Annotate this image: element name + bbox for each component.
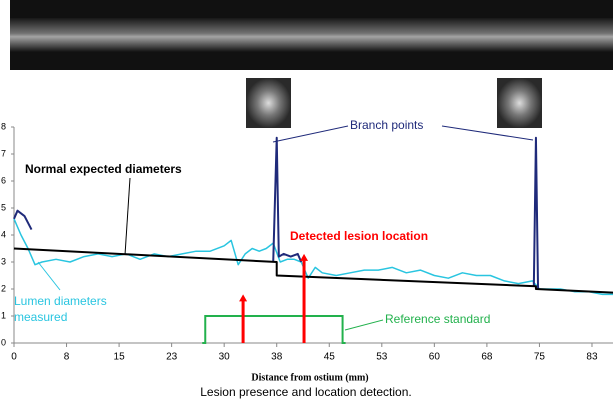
series-line [273,138,301,262]
x-tick-label: 8 [64,352,70,363]
y-tick-label: 0 [1,337,6,347]
annotation: Lumen diameters [14,294,107,308]
y-tick-label: 6 [1,175,6,185]
x-tick-label: 38 [271,352,283,363]
x-tick-label: 53 [376,352,388,363]
annotation: measured [14,310,67,324]
y-tick-label: 5 [1,202,6,212]
x-tick-label: 30 [219,352,231,363]
annotation: Reference standard [385,312,490,326]
reference-standard [202,316,345,343]
x-tick-label: 68 [481,352,493,363]
branch-thumbnail [246,78,291,128]
y-tick-label: 2 [1,283,6,293]
y-tick-label: 8 [1,121,6,131]
y-tick-label: 7 [1,148,6,158]
figure: 0123456780815233038455360687583 Normal e… [0,0,613,404]
series-line [14,211,32,230]
pointer [442,126,533,140]
series-line [534,138,538,289]
x-tick-label: 83 [586,352,598,363]
annotation: Detected lesion location [290,229,428,243]
y-tick-label: 4 [1,229,6,239]
caption: Lesion presence and location detection. [200,385,411,399]
x-tick-label: 23 [166,352,178,363]
annotation: Normal expected diameters [25,162,182,176]
vessel-strip [10,18,613,52]
annotation: Branch points [350,118,423,132]
x-tick-label: 60 [429,352,441,363]
x-tick-label: 45 [324,352,336,363]
pointer [125,178,130,255]
lesion-arrow [239,294,247,343]
pointer [345,320,383,330]
y-tick-label: 3 [1,256,6,266]
x-tick-label: 75 [534,352,546,363]
pointer [38,262,60,290]
y-tick-label: 1 [1,310,6,320]
x-tick-label: 15 [114,352,126,363]
branch-thumbnail [497,78,542,128]
pointer [273,126,348,142]
lesion-arrow [300,254,308,343]
x-axis-title: Distance from ostium (mm) [251,372,368,383]
x-tick-label: 0 [11,352,17,363]
